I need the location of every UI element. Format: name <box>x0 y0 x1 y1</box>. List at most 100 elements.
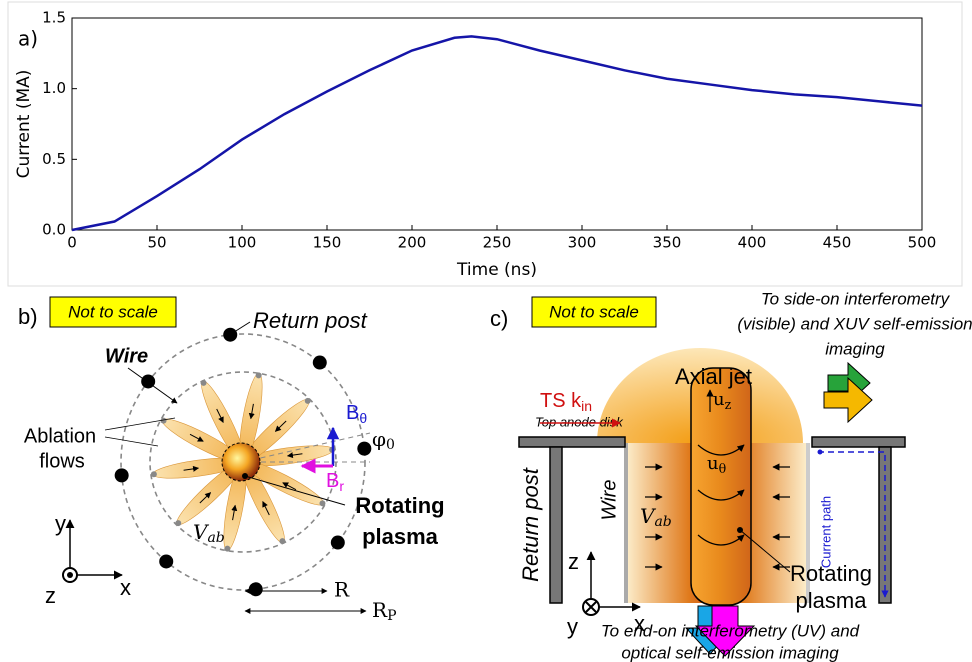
panel-label: c) <box>490 306 508 331</box>
x-tick-label: 500 <box>908 234 937 252</box>
rotating-plasma <box>221 442 261 482</box>
callout <box>230 321 251 335</box>
wire <box>255 372 262 379</box>
x-tick-label: 100 <box>228 234 257 252</box>
b-r: Br <box>326 470 344 493</box>
flow-arrow <box>282 482 297 491</box>
axis-label: z <box>45 583 56 608</box>
anode-disk <box>811 436 906 448</box>
ts-label: TS kin <box>540 390 592 413</box>
y-tick-label: 0.5 <box>42 150 66 168</box>
note: Not to scale <box>68 302 158 321</box>
flow-arrow <box>286 452 303 459</box>
wire <box>160 417 167 424</box>
b-theta: Bθ <box>346 402 367 425</box>
wire <box>304 397 311 404</box>
side-arrow <box>823 376 873 424</box>
return-post <box>549 446 563 604</box>
callout <box>127 367 178 404</box>
x-axis-label: Time (ns) <box>456 260 537 280</box>
u-theta: uθ <box>707 453 726 476</box>
post <box>159 554 174 569</box>
axis-label: z <box>568 549 579 574</box>
note-box <box>49 296 177 328</box>
flow-arrow <box>216 408 224 423</box>
wire-label: Wire <box>105 345 148 367</box>
x-tick-label: 300 <box>568 234 597 252</box>
wire-label: Wire <box>598 480 620 521</box>
wire <box>224 545 231 552</box>
y-axis-label: Current (MA) <box>14 70 34 179</box>
x-tick-label: 50 <box>147 234 166 252</box>
current-dot <box>817 449 823 455</box>
callout <box>739 529 791 573</box>
post <box>248 582 263 597</box>
axial-jet-label: Axial jet <box>675 364 752 389</box>
flow-arrow <box>199 492 212 504</box>
current-path <box>818 451 889 598</box>
axis-label: x <box>120 575 131 600</box>
return-post-label: Return post <box>518 467 543 582</box>
x-tick-label: 450 <box>823 234 852 252</box>
panel-label: b) <box>18 304 38 329</box>
side-on: To side-on interferometry <box>761 289 951 308</box>
flow-arrow <box>262 501 270 516</box>
rotating-label: Rotating <box>355 493 444 518</box>
callout <box>104 417 176 431</box>
ablation-label: Ablation <box>24 425 96 447</box>
side-on: (visible) and XUV self-emission <box>737 314 972 333</box>
x-tick-label: 150 <box>313 234 342 252</box>
rotating-label: plasma <box>362 524 439 549</box>
rp-label: RP <box>372 598 396 625</box>
wire <box>175 520 182 527</box>
axial-jet <box>690 367 752 606</box>
callout-dot <box>737 527 743 533</box>
flow-arrow <box>183 465 200 472</box>
post <box>223 327 238 342</box>
rotating-label: Rotating <box>790 561 872 586</box>
rotating-label: plasma <box>796 588 868 613</box>
post <box>114 468 129 483</box>
callout <box>244 475 346 506</box>
axis-label: y <box>55 511 66 536</box>
panel-c: c) Not to scale To side-on interferometr… <box>490 289 972 662</box>
y-axis <box>585 601 597 613</box>
wire <box>200 379 207 386</box>
phi0: φ0 <box>372 427 395 454</box>
top-anode-label: Top anode disk <box>535 414 624 429</box>
panel-label: a) <box>18 27 38 51</box>
side-on: imaging <box>825 339 885 358</box>
panel-frame <box>7 1 963 287</box>
end-arrow <box>694 605 756 657</box>
x-tick-label: 250 <box>483 234 512 252</box>
swirl-arrows <box>697 389 745 546</box>
anode-disk <box>518 436 626 448</box>
current-path-label: Current path <box>818 496 833 568</box>
post <box>357 441 372 456</box>
x-tick-label: 200 <box>398 234 427 252</box>
return-post-label: Return post <box>253 308 368 333</box>
callout-dot <box>242 473 248 479</box>
return-posts <box>114 327 372 597</box>
x-tick-label: 350 <box>653 234 682 252</box>
end-on: To end-on interferometry (UV) and <box>601 621 860 640</box>
flow-arrow <box>274 420 287 432</box>
current-line <box>71 35 923 232</box>
u-z: uz <box>713 389 732 412</box>
v-ab: Vab <box>193 520 225 547</box>
wire <box>150 471 157 478</box>
panel-b: b) Not to scale Bθ Br φ0 Return post Wir… <box>18 296 445 625</box>
post <box>312 355 327 370</box>
axis-label: x <box>634 611 645 636</box>
y-tick-label: 1.0 <box>42 79 66 97</box>
r-label: R <box>334 578 350 602</box>
wire <box>279 538 286 545</box>
x-tick-label: 400 <box>738 234 767 252</box>
axis-label: y <box>567 614 578 639</box>
inflow-arrows <box>645 463 790 571</box>
post <box>330 535 345 550</box>
y-tick-label: 1.5 <box>42 9 66 27</box>
y-tick-label: 0.0 <box>42 221 66 239</box>
flow-arrow <box>189 433 204 442</box>
